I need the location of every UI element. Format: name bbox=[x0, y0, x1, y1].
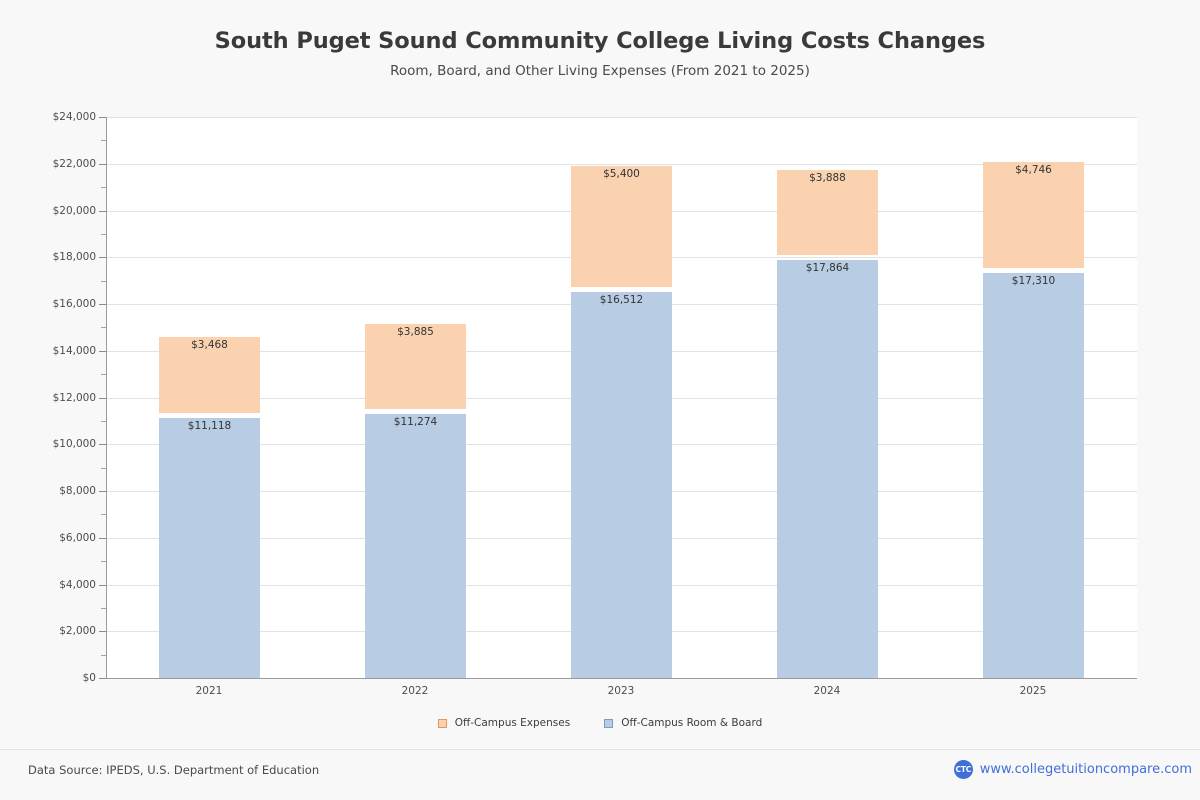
bar-segment-room-board[interactable] bbox=[777, 260, 878, 678]
y-axis-tick bbox=[99, 584, 106, 586]
y-axis-minor-tick bbox=[101, 607, 106, 609]
bar-segment-room-board[interactable] bbox=[159, 418, 260, 678]
y-axis-minor-tick bbox=[101, 514, 106, 516]
y-axis-minor-tick bbox=[101, 233, 106, 235]
y-axis-tick bbox=[99, 163, 106, 165]
legend-swatch-icon bbox=[437, 718, 447, 728]
y-axis-label: $6,000 bbox=[59, 531, 96, 544]
y-axis-label: $2,000 bbox=[59, 625, 96, 637]
legend-swatch-icon bbox=[604, 718, 614, 728]
y-axis-label: $24,000 bbox=[52, 110, 96, 123]
y-axis-minor-tick bbox=[101, 374, 106, 376]
y-axis-tick bbox=[99, 537, 106, 539]
x-axis-label: 2023 bbox=[607, 685, 635, 697]
bar-value-label-expenses: $4,746 bbox=[1015, 164, 1052, 177]
y-axis-minor-tick bbox=[101, 561, 106, 563]
y-axis-minor-tick bbox=[101, 140, 106, 142]
y-axis-tick bbox=[99, 257, 106, 259]
footer-divider bbox=[0, 749, 1200, 750]
bar-value-label-expenses: $5,400 bbox=[603, 167, 640, 180]
bar-value-label-room-board: $17,864 bbox=[805, 262, 850, 275]
legend-label: Off-Campus Expenses bbox=[454, 717, 571, 729]
y-axis-minor-tick bbox=[101, 280, 106, 282]
bar-value-label-room-board: $16,512 bbox=[599, 294, 644, 307]
brand-url-text: www.collegetuitioncompare.com bbox=[979, 762, 1192, 777]
chart-legend: Off-Campus Expenses Off-Campus Room & Boa… bbox=[0, 718, 1200, 729]
bar-group[interactable]: $11,118 $3,468 bbox=[159, 117, 260, 678]
y-axis-tick bbox=[99, 397, 106, 399]
y-axis-label: $20,000 bbox=[52, 204, 96, 217]
bar-segment-room-board[interactable] bbox=[983, 273, 1084, 678]
y-axis-tick bbox=[99, 631, 106, 633]
bar-segment-expenses[interactable] bbox=[159, 337, 260, 414]
bar-segment-expenses[interactable] bbox=[365, 323, 466, 410]
chart-header: South Puget Sound Community College Livi… bbox=[0, 0, 1200, 79]
bar-value-label-expenses: $3,885 bbox=[397, 325, 434, 338]
y-axis-label: $22,000 bbox=[52, 157, 96, 170]
y-axis-minor-tick bbox=[101, 654, 106, 656]
legend-item[interactable]: Off-Campus Room & Board bbox=[604, 718, 762, 729]
y-axis-label: $16,000 bbox=[52, 297, 96, 310]
y-axis-label: $8,000 bbox=[59, 484, 96, 497]
y-axis-label: $10,000 bbox=[52, 438, 96, 450]
bar-value-label-room-board: $11,274 bbox=[393, 416, 438, 429]
y-axis-tick bbox=[99, 350, 106, 352]
bar-value-label-room-board: $11,118 bbox=[187, 420, 232, 433]
legend-item[interactable]: Off-Campus Expenses bbox=[437, 717, 571, 729]
bar-group[interactable]: $11,274 $3,885 bbox=[365, 117, 466, 678]
gridline bbox=[107, 163, 1137, 165]
x-axis-label: 2021 bbox=[195, 685, 223, 697]
y-axis-minor-tick bbox=[101, 187, 106, 189]
x-axis-label: 2022 bbox=[401, 685, 429, 697]
gridline bbox=[107, 117, 1137, 118]
chart-title: South Puget Sound Community College Livi… bbox=[214, 28, 986, 54]
chart-subtitle: Room, Board, and Other Living Expenses (… bbox=[390, 63, 810, 79]
data-source-text: Data Source: IPEDS, U.S. Department of E… bbox=[28, 763, 320, 777]
bar-value-label-room-board: $17,310 bbox=[1011, 275, 1056, 288]
y-axis-label: $14,000 bbox=[52, 344, 96, 357]
y-axis-label: $0 bbox=[82, 671, 96, 684]
y-axis-label: $4,000 bbox=[59, 578, 96, 591]
y-axis-minor-tick bbox=[101, 420, 106, 422]
y-axis-label: $18,000 bbox=[52, 251, 96, 263]
bar-value-label-expenses: $3,468 bbox=[191, 339, 228, 352]
bar-group[interactable]: $17,864 $3,888 bbox=[777, 117, 878, 678]
legend-label: Off-Campus Room & Board bbox=[621, 717, 763, 729]
bar-segment-room-board[interactable] bbox=[571, 292, 672, 678]
y-axis-minor-tick bbox=[101, 467, 106, 469]
bar-value-label-expenses: $3,888 bbox=[809, 171, 846, 184]
y-axis-minor-tick bbox=[101, 327, 106, 329]
bar-segment-expenses[interactable] bbox=[571, 165, 672, 288]
brand-link[interactable]: CTC www.collegetuitioncompare.com bbox=[953, 760, 1192, 779]
bar-group[interactable]: $17,310 $4,746 bbox=[983, 117, 1084, 678]
y-axis-tick bbox=[99, 678, 106, 679]
y-axis-label: $12,000 bbox=[52, 391, 96, 404]
bar-group[interactable]: $16,512 $5,400 bbox=[571, 117, 672, 678]
x-axis-label: 2024 bbox=[813, 685, 841, 697]
ctc-logo-icon: CTC bbox=[953, 760, 973, 779]
y-axis-tick bbox=[99, 117, 106, 118]
x-axis-label: 2025 bbox=[1019, 685, 1047, 697]
y-axis-tick bbox=[99, 491, 106, 492]
bar-segment-room-board[interactable] bbox=[365, 414, 466, 678]
y-axis-tick bbox=[99, 444, 106, 446]
y-axis-tick bbox=[99, 304, 106, 305]
y-axis-tick bbox=[99, 210, 106, 212]
bar-segment-expenses[interactable] bbox=[983, 162, 1084, 269]
bar-segment-expenses[interactable] bbox=[777, 169, 878, 256]
